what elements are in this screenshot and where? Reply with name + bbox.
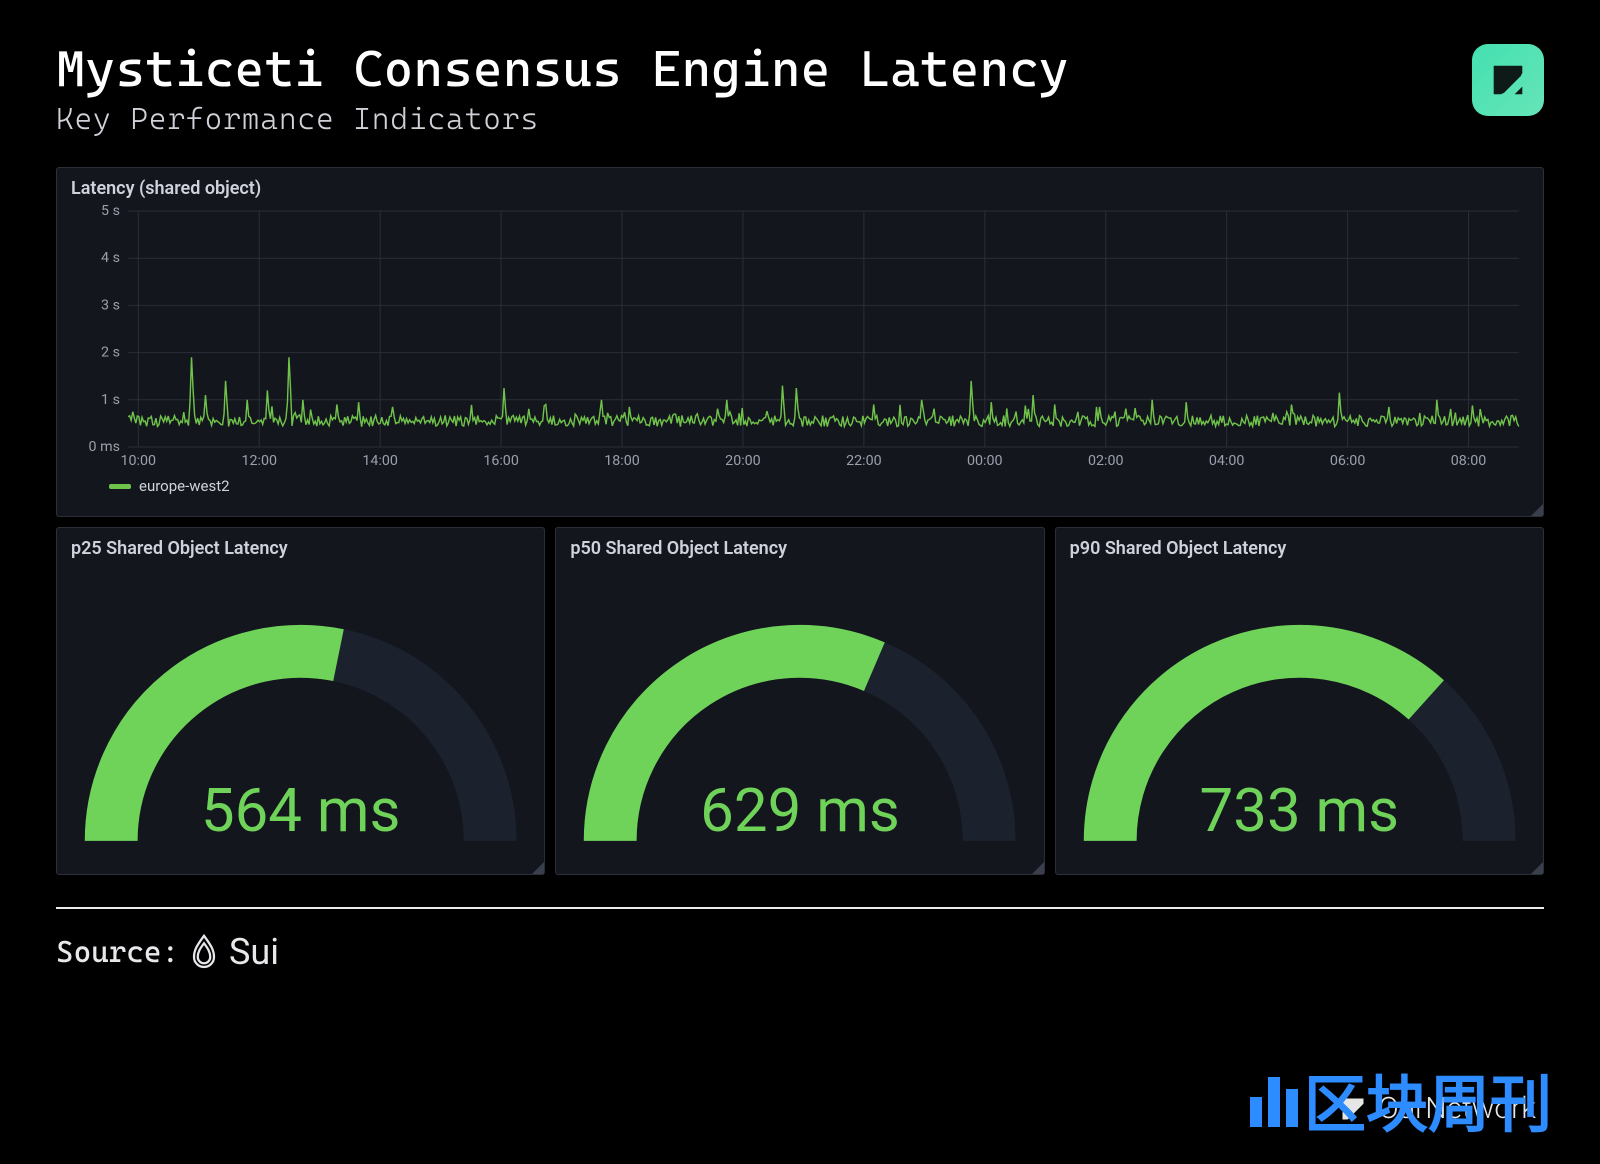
svg-text:10:00: 10:00 xyxy=(121,453,157,469)
gauge-panel: p90 Shared Object Latency 733 ms xyxy=(1055,527,1544,875)
brand-logo-icon xyxy=(1472,44,1544,116)
gauge-body: 564 ms xyxy=(71,565,530,864)
svg-text:2 s: 2 s xyxy=(101,345,120,361)
gauge-body: 629 ms xyxy=(570,565,1029,864)
svg-text:20:00: 20:00 xyxy=(725,453,761,469)
latency-line-chart: 5 s 4 s 3 s 2 s 1 s 0 ms10:00 12:00 14:00 16:00 1… xyxy=(71,205,1529,473)
latency-chart-legend: europe-west2 xyxy=(71,473,1529,495)
svg-text:18:00: 18:00 xyxy=(604,453,640,469)
gauge-value: 629 ms xyxy=(570,775,1029,846)
svg-text:0 ms: 0 ms xyxy=(89,439,120,455)
gauge-title: p25 Shared Object Latency xyxy=(71,538,530,559)
svg-text:4 s: 4 s xyxy=(101,250,120,266)
page-title: Mysticeti Consensus Engine Latency xyxy=(56,40,1069,98)
latency-chart-panel: Latency (shared object) 5 s 4 s 3 s 2 s 1 s 0… xyxy=(56,167,1544,517)
gauge-title: p90 Shared Object Latency xyxy=(1070,538,1529,559)
gauge-title: p50 Shared Object Latency xyxy=(570,538,1029,559)
gauge-panel: p25 Shared Object Latency 564 ms xyxy=(56,527,545,875)
source-name: Sui xyxy=(229,931,279,973)
gauge-value: 733 ms xyxy=(1070,775,1529,846)
svg-text:00:00: 00:00 xyxy=(967,453,1003,469)
svg-text:3 s: 3 s xyxy=(101,298,120,314)
svg-text:22:00: 22:00 xyxy=(846,453,882,469)
gauge-value: 564 ms xyxy=(71,775,530,846)
svg-text:12:00: 12:00 xyxy=(241,453,277,469)
svg-text:16:00: 16:00 xyxy=(483,453,519,469)
gauge-body: 733 ms xyxy=(1070,565,1529,864)
svg-text:5 s: 5 s xyxy=(101,205,120,219)
sui-logo-icon xyxy=(189,933,219,971)
svg-text:08:00: 08:00 xyxy=(1451,453,1487,469)
watermark-text: 区块周刊 xyxy=(1304,1054,1552,1144)
svg-text:04:00: 04:00 xyxy=(1209,453,1245,469)
legend-label: europe-west2 xyxy=(139,477,230,495)
svg-text:06:00: 06:00 xyxy=(1330,453,1366,469)
svg-text:1 s: 1 s xyxy=(101,392,120,408)
svg-text:02:00: 02:00 xyxy=(1088,453,1124,469)
legend-swatch-icon xyxy=(109,484,131,489)
footer-divider xyxy=(56,907,1544,909)
latency-chart-title: Latency (shared object) xyxy=(71,178,1529,199)
svg-text:14:00: 14:00 xyxy=(362,453,398,469)
gauge-panel: p50 Shared Object Latency 629 ms xyxy=(555,527,1044,875)
watermark: 区块周刊 xyxy=(1250,1054,1552,1144)
page-subtitle: Key Performance Indicators xyxy=(56,102,1069,137)
watermark-bars-icon xyxy=(1250,1071,1298,1127)
source-label: Source: xyxy=(56,935,179,970)
